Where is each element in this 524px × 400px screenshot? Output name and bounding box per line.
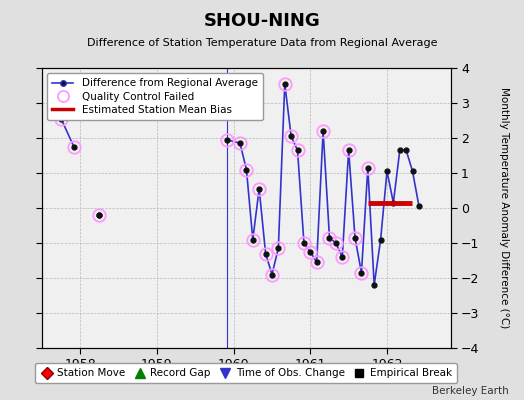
Text: SHOU-NING: SHOU-NING <box>204 12 320 30</box>
Text: Berkeley Earth: Berkeley Earth <box>432 386 508 396</box>
Y-axis label: Monthly Temperature Anomaly Difference (°C): Monthly Temperature Anomaly Difference (… <box>499 87 509 329</box>
Legend: Station Move, Record Gap, Time of Obs. Change, Empirical Break: Station Move, Record Gap, Time of Obs. C… <box>35 363 457 383</box>
Text: Difference of Station Temperature Data from Regional Average: Difference of Station Temperature Data f… <box>87 38 437 48</box>
